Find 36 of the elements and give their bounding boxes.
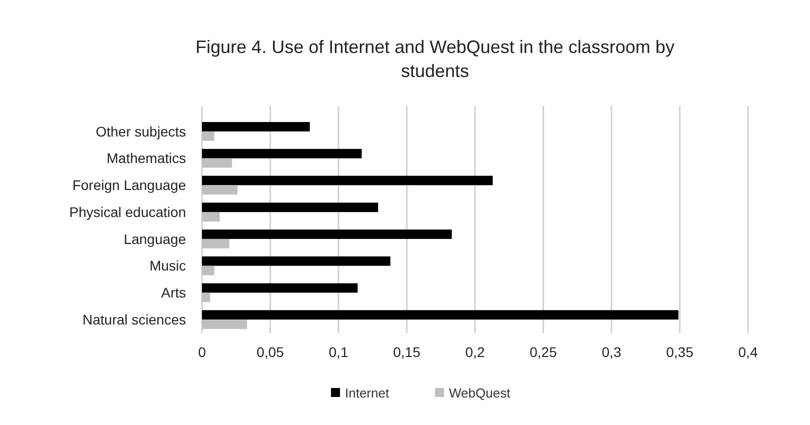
- bar: [202, 292, 210, 302]
- x-tick-label: 0,1: [328, 344, 348, 360]
- y-tick-label: Foreign Language: [72, 177, 186, 194]
- y-tick-label: Other subjects: [96, 123, 186, 140]
- y-tick-label: Music: [149, 258, 186, 274]
- bar: [202, 320, 248, 329]
- bar: [202, 212, 220, 222]
- x-tick-label: 0,35: [666, 344, 694, 360]
- bar: [202, 176, 493, 186]
- y-tick-label: Language: [124, 230, 186, 247]
- y-tick-label: Natural sciences: [82, 311, 186, 328]
- legend-label: WebQuest: [449, 386, 511, 401]
- bar: [202, 266, 214, 276]
- x-tick-label: 0,15: [393, 344, 421, 360]
- bar: [202, 185, 238, 195]
- x-tick-label: 0,2: [465, 344, 485, 360]
- bar: [202, 122, 310, 132]
- x-tick-label: 0,25: [530, 344, 558, 360]
- bar: [202, 230, 452, 239]
- bar: [202, 148, 362, 158]
- x-tick-label: 0,3: [602, 344, 622, 360]
- y-tick-label: Arts: [161, 284, 186, 301]
- x-tick-label: 0,4: [738, 344, 758, 360]
- chart-title: Figure 4. Use of Internet and WebQuest in the classroom by students: [196, 37, 674, 81]
- legend-label: Internet: [345, 386, 390, 401]
- bar: [202, 283, 358, 293]
- bar: [202, 202, 378, 212]
- bar: [202, 310, 678, 320]
- y-tick-label: Mathematics: [106, 150, 186, 166]
- x-tick-label: 0: [198, 344, 206, 360]
- y-tick-label: Physical education: [69, 204, 186, 220]
- bar: [202, 238, 230, 248]
- bar: [202, 131, 214, 141]
- bar: [202, 158, 232, 168]
- x-tick-label: 0,05: [256, 344, 284, 360]
- bar: [202, 256, 390, 266]
